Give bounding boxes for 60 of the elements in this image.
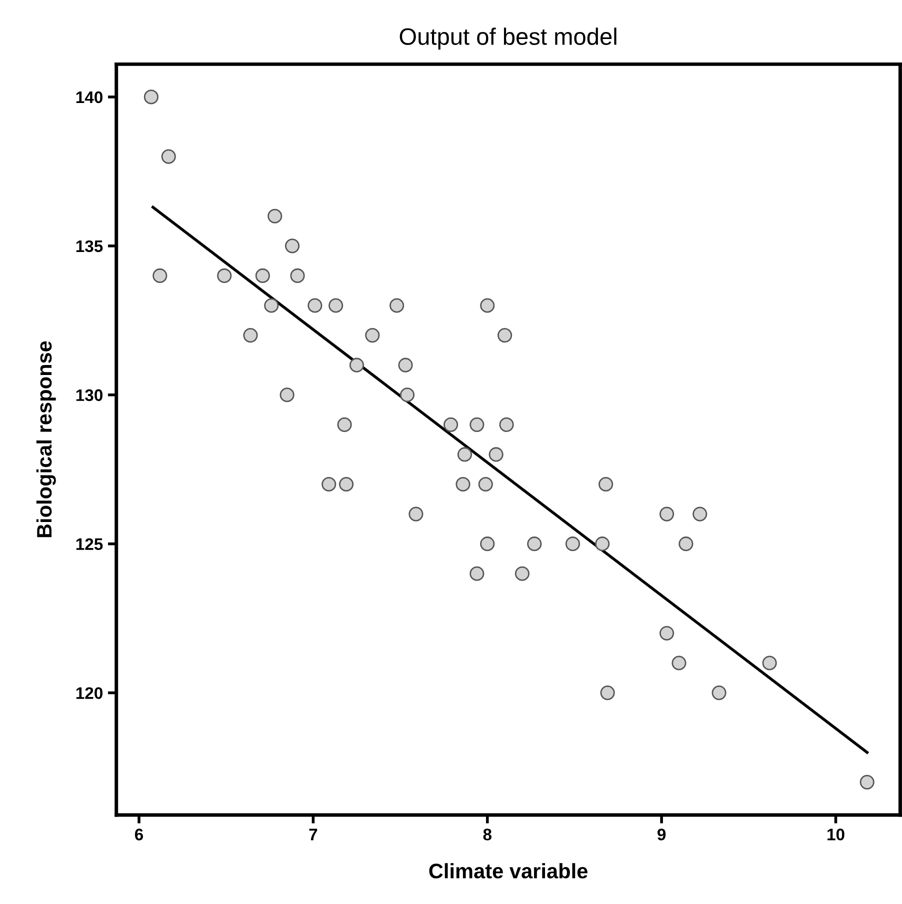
- point: [161, 149, 176, 164]
- point: [488, 447, 504, 462]
- point: [499, 417, 514, 432]
- point: [400, 388, 415, 402]
- point: [322, 476, 336, 492]
- x-tick-label: 9: [658, 828, 666, 840]
- x-axis-title: Climate variable: [429, 863, 588, 878]
- y-tick-label: 135: [76, 240, 103, 252]
- point: [678, 536, 694, 552]
- point: [328, 298, 344, 313]
- y-axis-title: Biological response: [36, 341, 56, 538]
- point: [390, 298, 404, 313]
- y-tick-label: 140: [76, 91, 102, 104]
- point: [152, 268, 168, 283]
- point: [672, 656, 686, 670]
- point: [339, 476, 354, 492]
- point: [692, 506, 708, 522]
- point: [762, 656, 777, 670]
- point: [527, 536, 542, 552]
- point: [712, 686, 726, 700]
- point: [498, 328, 512, 343]
- point: [444, 417, 458, 432]
- x-tick-label: 8: [483, 828, 492, 840]
- point: [349, 358, 364, 372]
- point: [456, 476, 470, 492]
- point: [285, 238, 300, 254]
- point: [398, 358, 413, 372]
- y-tick-label: 125: [76, 538, 103, 550]
- point: [660, 506, 674, 522]
- point: [457, 447, 472, 462]
- point: [144, 90, 158, 104]
- y-tick-label: 120: [76, 687, 102, 700]
- point: [470, 566, 484, 581]
- point: [308, 298, 322, 313]
- point: [660, 626, 674, 641]
- point: [337, 417, 352, 432]
- point: [595, 536, 610, 552]
- point: [480, 298, 495, 313]
- point: [365, 328, 380, 343]
- point: [480, 536, 495, 552]
- point: [268, 208, 282, 224]
- point: [860, 774, 874, 790]
- point: [408, 506, 424, 522]
- point: [478, 476, 493, 492]
- x-tick-label: 6: [134, 828, 144, 840]
- point: [600, 686, 615, 700]
- chart-title: Output of best model: [400, 28, 616, 50]
- x-tick-label: 7: [309, 828, 318, 840]
- x-tick-label: 10: [828, 828, 844, 840]
- point: [280, 388, 294, 402]
- point: [217, 268, 232, 283]
- y-tick-label: 130: [76, 389, 102, 402]
- point: [243, 328, 258, 343]
- point: [598, 476, 614, 492]
- point: [290, 268, 305, 283]
- point: [514, 566, 530, 581]
- point: [264, 298, 279, 313]
- point: [470, 417, 484, 432]
- point: [565, 536, 580, 552]
- point: [255, 268, 270, 283]
